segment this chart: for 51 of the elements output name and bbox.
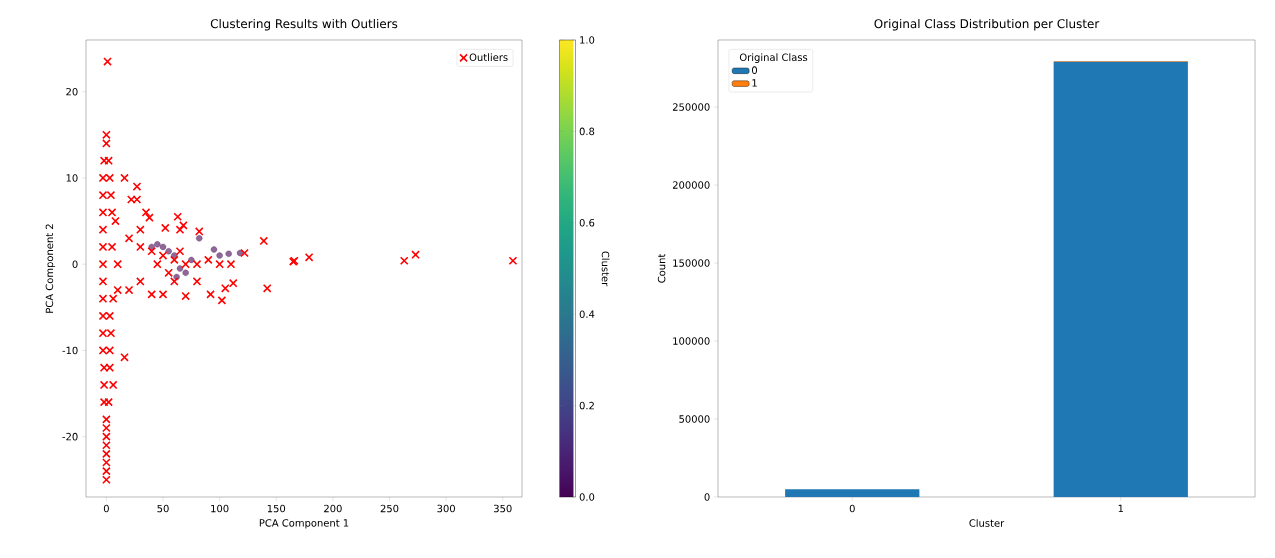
y-tick-label: 50000 (679, 415, 710, 423)
color-bar-label: 0.6 (579, 219, 595, 227)
color-bar-title: Cluster (601, 251, 610, 287)
x-tick-label: 0 (849, 504, 855, 513)
y-tick-label: 150000 (673, 259, 710, 267)
point (176, 265, 184, 272)
color-bar-label: 0.2 (579, 401, 594, 410)
point (225, 250, 232, 258)
color-bar-label: 0.0 (579, 493, 595, 501)
x-axis-title: PCA Component 1 (259, 519, 349, 529)
x-axis-title: Cluster (969, 519, 1005, 527)
legend-label: 0 (752, 66, 758, 74)
bar (785, 489, 920, 497)
color-bar-label: 0.4 (579, 310, 595, 318)
x-tick-label: 200 (324, 504, 342, 513)
x-tick-label: 0 (103, 504, 109, 513)
legend-label: 1 (752, 79, 757, 87)
y-tick-label: 0 (72, 260, 78, 268)
color-bar-label: 1.0 (580, 36, 595, 44)
point (182, 269, 189, 277)
point (188, 256, 195, 264)
x-tick-label: 1 (1118, 504, 1124, 513)
legend-title: Original Class (739, 53, 808, 63)
y-axis-title: PCA Component 2 (45, 224, 56, 313)
x-tick-label: 350 (494, 504, 512, 513)
point (196, 235, 203, 242)
chart-title: Clustering Results with Outliers (210, 18, 398, 31)
point (236, 249, 244, 257)
bar (1053, 61, 1188, 497)
y-tick-label: 200000 (672, 181, 710, 189)
y-tick-label: 20 (66, 87, 78, 96)
x-tick-label: 250 (380, 504, 399, 513)
x-tick-label: 100 (211, 504, 229, 513)
x-tick-label: 300 (437, 504, 455, 513)
x-tick-label: 150 (267, 504, 286, 513)
y-tick-label: 100000 (673, 337, 710, 345)
point (216, 252, 223, 259)
legend-label: Outliers (469, 53, 508, 62)
x-tick-label: 50 (157, 504, 169, 513)
chart-title: Original Class Distribution per Cluster (874, 18, 1100, 31)
y-tick-label: 250000 (672, 103, 710, 111)
y-tick-label: 0 (704, 493, 710, 501)
y-tick-label: -10 (62, 346, 78, 355)
point (159, 243, 167, 251)
y-tick-label: 10 (66, 174, 78, 182)
point (165, 248, 172, 255)
color-bar-label: 0.8 (579, 127, 595, 136)
y-axis-title: Count (657, 253, 666, 283)
point (154, 241, 161, 248)
y-tick-label: -20 (62, 432, 78, 441)
point (210, 246, 218, 253)
